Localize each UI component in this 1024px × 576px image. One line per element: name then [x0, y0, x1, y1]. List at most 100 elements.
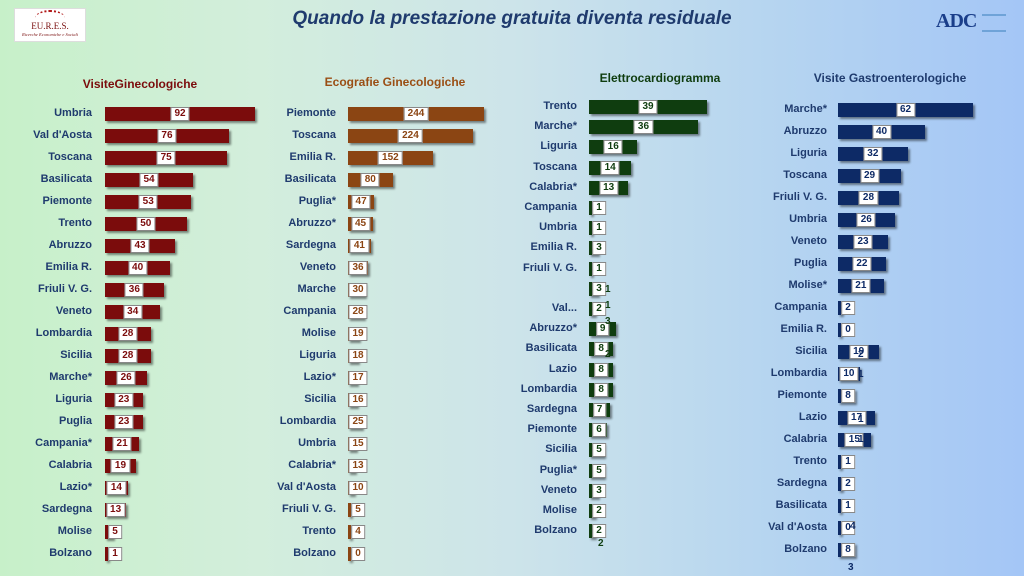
value-label: 16: [348, 393, 368, 407]
value-label: 13: [348, 459, 368, 473]
value-label: 80: [360, 173, 380, 187]
value-label: 36: [348, 261, 368, 275]
value-label: 224: [398, 129, 423, 143]
category-label: Lombardia: [520, 382, 577, 395]
category-label: Lombardia: [770, 367, 827, 379]
value-label: 40: [128, 261, 148, 275]
value-label: 50: [136, 217, 156, 231]
category-label: Puglia*: [298, 195, 336, 207]
category-label: Calabria*: [288, 459, 336, 471]
category-label: Sicilia: [304, 393, 336, 405]
value-label: 1: [592, 261, 606, 276]
bar: [838, 477, 843, 491]
category-label: Abruzzo*: [288, 217, 336, 229]
category-label: Sardegna: [285, 239, 336, 251]
logo-right-text: ADC: [936, 10, 977, 32]
value-label: 2: [841, 477, 855, 491]
value-label: 26: [856, 213, 876, 227]
value-label: 23: [114, 415, 134, 429]
category-label: Lombardia: [279, 415, 336, 427]
stars-ring-icon: [35, 10, 65, 26]
category-label: Marche*: [784, 103, 827, 115]
category-label: Liguria: [299, 349, 336, 361]
eures-logo: EU.R.E.S. Ricerche Economiche e Sociali: [14, 8, 86, 42]
value-label: 13: [599, 180, 619, 195]
value-label: 5: [592, 443, 606, 458]
bar: [348, 503, 351, 517]
category-label: Calabria: [783, 433, 827, 445]
value-label: 75: [156, 151, 176, 165]
overlap-label: 1: [858, 434, 864, 445]
category-label: Calabria*: [529, 180, 577, 193]
category-label: Campania: [774, 301, 827, 313]
category-label: Friuli V. G.: [523, 261, 577, 274]
value-label: 1: [841, 455, 855, 469]
value-label: 62: [895, 103, 916, 117]
category-label: Veneto: [55, 305, 92, 317]
category-label: Campania: [524, 201, 577, 213]
category-label: Trento: [302, 525, 336, 537]
category-label: Piemonte: [42, 195, 92, 207]
overlap-label: 1: [858, 414, 864, 425]
category-label: Lazio*: [303, 371, 336, 383]
category-label: Sardegna: [526, 403, 577, 415]
value-label: 5: [351, 503, 365, 517]
value-label: 1: [108, 547, 122, 561]
value-label: 5: [108, 525, 122, 539]
value-label: 152: [378, 151, 403, 165]
value-label: 21: [112, 437, 132, 451]
value-label: 54: [139, 173, 159, 187]
category-label: Bolzano: [293, 547, 336, 559]
value-label: 2: [592, 504, 606, 518]
value-label: 41: [349, 239, 369, 253]
category-label: Molise: [301, 327, 336, 339]
bar: [838, 499, 841, 513]
value-label: 19: [348, 327, 368, 341]
value-label: 10: [348, 481, 368, 495]
bar: [838, 521, 841, 535]
category-label: Val d'Aosta: [33, 129, 92, 141]
category-label: Val...: [551, 302, 577, 314]
page-title: Quando la prestazione gratuita diventa r…: [292, 8, 732, 29]
category-label: Emilia R.: [45, 261, 92, 273]
value-label: 23: [853, 235, 873, 249]
category-label: Trento: [793, 455, 827, 467]
value-label: 14: [600, 160, 620, 175]
value-label: 30: [348, 283, 368, 297]
value-label: 3: [592, 241, 606, 256]
category-label: Friuli V. G.: [773, 191, 827, 203]
overlap-label: 2: [858, 349, 864, 360]
value-label: 9: [595, 322, 610, 337]
category-label: Umbria: [54, 107, 92, 119]
category-label: Emilia R.: [780, 323, 827, 335]
category-label: Lazio*: [59, 481, 92, 493]
value-label: 53: [138, 195, 158, 209]
value-label: 28: [118, 349, 138, 363]
category-label: Piemonte: [286, 107, 336, 119]
value-label: 40: [871, 125, 892, 139]
category-label: Veneto: [299, 261, 336, 273]
bar: [348, 547, 351, 561]
value-label: 23: [114, 393, 134, 407]
category-label: Abruzzo*: [529, 322, 577, 335]
overlap-label: 4: [850, 521, 856, 532]
value-label: 1: [841, 499, 855, 513]
bar: [838, 301, 843, 315]
value-label: 1: [592, 201, 606, 215]
bar: [105, 547, 108, 561]
category-label: Liguria: [790, 147, 827, 159]
value-label: 18: [348, 349, 368, 363]
category-label: Marche*: [49, 371, 92, 383]
value-label: 0: [841, 323, 855, 337]
value-label: 14: [106, 481, 126, 495]
value-label: 3: [592, 281, 606, 296]
value-label: 43: [130, 239, 150, 253]
value-label: 2: [592, 524, 606, 539]
category-label: Veneto: [790, 235, 827, 247]
category-label: Lazio: [548, 362, 577, 375]
category-label: Sicilia: [795, 345, 827, 357]
value-label: 2: [841, 301, 855, 315]
value-label: 17: [348, 371, 368, 385]
overlap-label: 2: [598, 538, 604, 549]
value-label: 19: [849, 345, 869, 359]
